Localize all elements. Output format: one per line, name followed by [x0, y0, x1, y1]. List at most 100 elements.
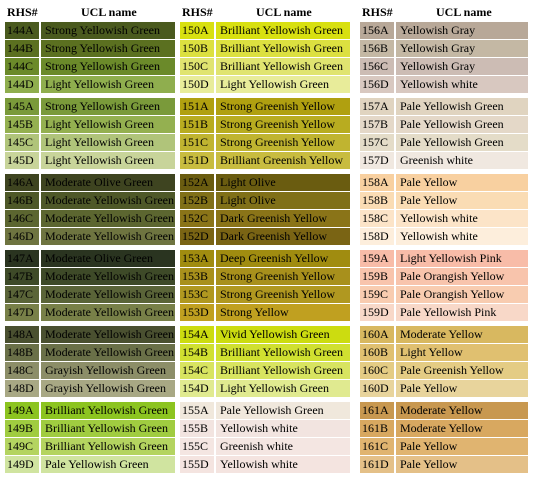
- color-name: Moderate Yellowish Green: [41, 326, 175, 343]
- color-code: 149D: [5, 456, 39, 473]
- color-code: 159D: [360, 304, 394, 321]
- color-name: Pale Yellow: [396, 192, 528, 209]
- color-code: 145B: [5, 116, 39, 133]
- color-code: 147B: [5, 268, 39, 285]
- color-name: Strong Yellow: [216, 304, 350, 321]
- color-code: 160C: [360, 362, 394, 379]
- color-name: Strong Greenish Yellow: [216, 286, 350, 303]
- color-name: Pale Yellowish Green: [396, 116, 528, 133]
- color-name: Strong Yellowish Green: [41, 40, 175, 57]
- column-header: UCL name: [256, 5, 312, 19]
- color-name: Pale Yellowish Pink: [396, 304, 528, 321]
- color-name: Brilliant Yellowish Green: [216, 58, 350, 75]
- color-code: 145D: [5, 152, 39, 169]
- column-header: RHS#: [362, 5, 393, 19]
- color-name: Brilliant Yellowish Green: [41, 402, 175, 419]
- color-code: 155D: [180, 456, 214, 473]
- color-name: Pale Yellow: [396, 438, 528, 455]
- color-name: Yellowish white: [396, 228, 528, 245]
- color-code: 146C: [5, 210, 39, 227]
- color-name: Strong Greenish Yellow: [216, 116, 350, 133]
- color-name: Strong Greenish Yellow: [216, 98, 350, 115]
- color-code: 160B: [360, 344, 394, 361]
- color-name: Deep Greenish Yellow: [216, 250, 350, 267]
- color-code: 158A: [360, 174, 394, 191]
- color-name: Moderate Yellow: [396, 420, 528, 437]
- color-code: 159A: [360, 250, 394, 267]
- color-code: 161A: [360, 402, 394, 419]
- color-code: 157C: [360, 134, 394, 151]
- color-code: 145A: [5, 98, 39, 115]
- color-code: 150D: [180, 76, 214, 93]
- color-code: 149C: [5, 438, 39, 455]
- color-name: Pale Yellowish Green: [396, 134, 528, 151]
- color-code: 148B: [5, 344, 39, 361]
- color-code: 153C: [180, 286, 214, 303]
- color-code: 148C: [5, 362, 39, 379]
- color-name: Pale Orangish Yellow: [396, 286, 528, 303]
- color-code: 144C: [5, 58, 39, 75]
- color-code: 156D: [360, 76, 394, 93]
- color-name: Brilliant Yellowish Green: [216, 40, 350, 57]
- color-name: Dark Greenish Yellow: [216, 210, 350, 227]
- color-code: 157B: [360, 116, 394, 133]
- color-code: 155C: [180, 438, 214, 455]
- color-code: 158C: [360, 210, 394, 227]
- color-code: 149A: [5, 402, 39, 419]
- color-name: Moderate Yellow: [396, 402, 528, 419]
- color-name: Light Yellowish Green: [216, 76, 350, 93]
- color-name: Light Yellow: [396, 344, 528, 361]
- color-name: Brilliant Yellowish Green: [216, 344, 350, 361]
- color-name: Moderate Yellowish Green: [41, 304, 175, 321]
- color-code: 150A: [180, 22, 214, 39]
- color-code: 151D: [180, 152, 214, 169]
- color-name: Moderate Yellowish Green: [41, 210, 175, 227]
- color-name: Pale Yellow: [396, 380, 528, 397]
- color-code: 150B: [180, 40, 214, 57]
- color-code: 148A: [5, 326, 39, 343]
- color-name: Moderate Yellow: [396, 326, 528, 343]
- color-name: Yellowish Gray: [396, 58, 528, 75]
- color-name: Grayish Yellowish Green: [41, 380, 175, 397]
- column-header: UCL name: [436, 5, 492, 19]
- color-name: Yellowish white: [216, 456, 350, 473]
- color-code: 158B: [360, 192, 394, 209]
- color-name: Greenish white: [396, 152, 528, 169]
- color-name: Light Yellowish Green: [41, 152, 175, 169]
- color-name: Strong Yellowish Green: [41, 98, 175, 115]
- color-code: 159C: [360, 286, 394, 303]
- color-code: 159B: [360, 268, 394, 285]
- color-code: 153A: [180, 250, 214, 267]
- color-code: 152A: [180, 174, 214, 191]
- color-code: 150C: [180, 58, 214, 75]
- column-header: RHS#: [182, 5, 213, 19]
- color-code: 156C: [360, 58, 394, 75]
- color-name: Brilliant Yellowish Green: [216, 362, 350, 379]
- color-code: 161B: [360, 420, 394, 437]
- color-name: Light Olive: [216, 174, 350, 191]
- color-name: Light Yellowish Green: [41, 116, 175, 133]
- color-name: Yellowish white: [216, 420, 350, 437]
- color-code: 144A: [5, 22, 39, 39]
- color-code: 146B: [5, 192, 39, 209]
- color-code: 156A: [360, 22, 394, 39]
- color-code: 151C: [180, 134, 214, 151]
- color-name: Yellowish Gray: [396, 22, 528, 39]
- color-code: 149B: [5, 420, 39, 437]
- color-code: 154D: [180, 380, 214, 397]
- color-code: 152C: [180, 210, 214, 227]
- color-name: Moderate Yellowish Green: [41, 192, 175, 209]
- color-code: 145C: [5, 134, 39, 151]
- color-name: Light Yellowish Pink: [396, 250, 528, 267]
- color-code: 144D: [5, 76, 39, 93]
- color-code: 161C: [360, 438, 394, 455]
- color-name: Pale Yellowish Green: [216, 402, 350, 419]
- color-name: Pale Yellowish Green: [396, 98, 528, 115]
- color-name: Moderate Yellowish Green: [41, 344, 175, 361]
- color-name: Dark Greenish Yellow: [216, 228, 350, 245]
- color-code: 155A: [180, 402, 214, 419]
- color-code: 154C: [180, 362, 214, 379]
- column-header: UCL name: [81, 5, 137, 19]
- color-name: Moderate Olive Green: [41, 174, 175, 191]
- color-code: 153B: [180, 268, 214, 285]
